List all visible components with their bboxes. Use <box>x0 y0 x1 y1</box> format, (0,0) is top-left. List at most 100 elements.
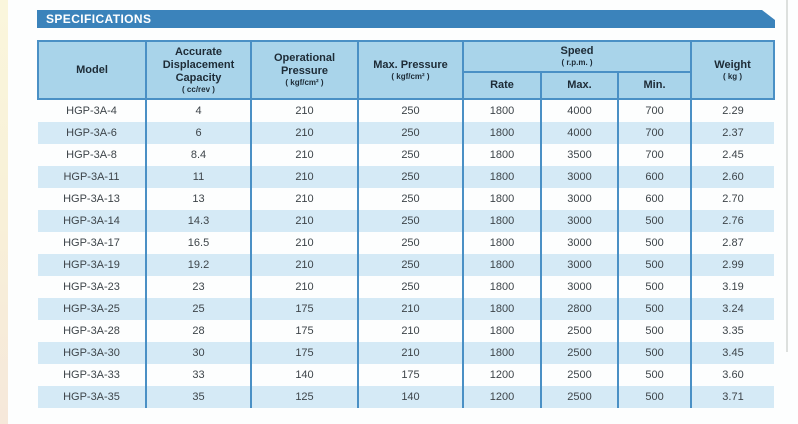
value-cell: 250 <box>357 210 463 232</box>
value-cell: 250 <box>357 144 463 166</box>
value-cell: 3.24 <box>690 298 775 320</box>
value-cell: 500 <box>616 232 692 254</box>
value-cell: 175 <box>250 342 358 364</box>
value-cell: 2500 <box>540 342 618 364</box>
header-title: Min. <box>643 79 666 92</box>
value-cell: 4000 <box>540 122 618 144</box>
value-cell: 23 <box>145 276 251 298</box>
value-cell: 210 <box>250 144 358 166</box>
model-cell: HGP-3A-11 <box>63 171 120 183</box>
value-cell: 210 <box>250 122 358 144</box>
value-cell: 600 <box>616 188 692 210</box>
value-cell: 3000 <box>540 232 618 254</box>
table-row: HGP-3A-6 6 210 250 1800 4000 700 2.37 <box>38 122 775 144</box>
value-cell: 2.70 <box>690 188 775 210</box>
value-cell: 3000 <box>540 276 618 298</box>
value-cell: 16.5 <box>145 232 251 254</box>
header-unit: ( kgf/cm² ) <box>391 71 430 81</box>
value-cell: 1800 <box>462 99 541 122</box>
header-min: Min. <box>616 71 693 100</box>
header-max-pressure: Max. Pressure ( kgf/cm² ) <box>357 40 464 100</box>
value-cell: 210 <box>250 254 358 276</box>
banner-label: SPECIFICATIONS <box>46 12 152 26</box>
value-cell: 1800 <box>462 232 541 254</box>
value-cell: 11 <box>145 166 251 188</box>
value-cell: 2.60 <box>690 166 775 188</box>
table-row: HGP-3A-33 33 140 175 1200 2500 500 3.60 <box>38 364 775 386</box>
value-cell: 3000 <box>540 210 618 232</box>
table-row: HGP-3A-28 28 175 210 1800 2500 500 3.35 <box>38 320 775 342</box>
value-cell: 6 <box>145 122 251 144</box>
value-cell: 1200 <box>462 364 541 386</box>
value-cell: 1800 <box>462 276 541 298</box>
value-cell: 1800 <box>462 188 541 210</box>
table-row: HGP-3A-11 11 210 250 1800 3000 600 2.60 <box>38 166 775 188</box>
value-cell: 2500 <box>540 320 618 342</box>
value-cell: 210 <box>250 232 358 254</box>
model-cell: HGP-3A-33 <box>63 369 120 381</box>
table-row: HGP-3A-25 25 175 210 1800 2800 500 3.24 <box>38 298 775 320</box>
table-row: HGP-3A-17 16.5 210 250 1800 3000 500 2.87 <box>38 232 775 254</box>
header-title: Operational Pressure <box>273 52 336 78</box>
header-title: Rate <box>490 79 514 92</box>
value-cell: 4 <box>145 99 251 122</box>
value-cell: 3.19 <box>690 276 775 298</box>
value-cell: 3000 <box>540 166 618 188</box>
value-cell: 210 <box>357 298 463 320</box>
model-cell: HGP-3A-30 <box>63 347 120 359</box>
value-cell: 175 <box>357 364 463 386</box>
value-cell: 210 <box>250 166 358 188</box>
value-cell: 2.87 <box>690 232 775 254</box>
value-cell: 2.29 <box>690 99 775 122</box>
table-row: HGP-3A-13 13 210 250 1800 3000 600 2.70 <box>38 188 775 210</box>
model-cell: HGP-3A-25 <box>63 303 120 315</box>
value-cell: 1800 <box>462 122 541 144</box>
value-cell: 700 <box>616 122 692 144</box>
table-row: HGP-3A-8 8.4 210 250 1800 3500 700 2.45 <box>38 144 775 166</box>
value-cell: 1800 <box>462 210 541 232</box>
header-title: Max. Pressure <box>373 58 448 71</box>
value-cell: 500 <box>616 386 692 408</box>
value-cell: 700 <box>616 99 692 122</box>
value-cell: 250 <box>357 232 463 254</box>
value-cell: 210 <box>250 99 358 122</box>
spec-table: Model Accurate Displacement Capacity ( c… <box>37 40 776 408</box>
value-cell: 3.45 <box>690 342 775 364</box>
table-row: HGP-3A-23 23 210 250 1800 3000 500 3.19 <box>38 276 775 298</box>
value-cell: 500 <box>616 298 692 320</box>
value-cell: 2500 <box>540 364 618 386</box>
spec-table-body: HGP-3A-4 4 210 250 1800 4000 700 2.29 HGP-3A-6 6 2… <box>38 99 775 408</box>
value-cell: 19.2 <box>145 254 251 276</box>
header-max: Max. <box>540 71 619 100</box>
value-cell: 600 <box>616 166 692 188</box>
value-cell: 210 <box>357 320 463 342</box>
model-cell: HGP-3A-13 <box>63 193 120 205</box>
value-cell: 1800 <box>462 144 541 166</box>
model-cell: HGP-3A-35 <box>63 391 120 403</box>
value-cell: 33 <box>145 364 251 386</box>
value-cell: 500 <box>616 364 692 386</box>
model-cell: HGP-3A-6 <box>66 127 117 139</box>
value-cell: 3.71 <box>690 386 775 408</box>
header-unit: ( kgf/cm² ) <box>285 78 324 88</box>
value-cell: 1200 <box>462 386 541 408</box>
header-unit: ( cc/rev ) <box>182 84 215 94</box>
value-cell: 3500 <box>540 144 618 166</box>
model-cell: HGP-3A-8 <box>66 149 117 161</box>
value-cell: 3.35 <box>690 320 775 342</box>
value-cell: 1800 <box>462 298 541 320</box>
header-unit: ( kg ) <box>722 71 743 81</box>
value-cell: 250 <box>357 122 463 144</box>
header-title: Speed <box>560 45 594 58</box>
value-cell: 250 <box>357 276 463 298</box>
model-cell: HGP-3A-28 <box>63 325 120 337</box>
value-cell: 2800 <box>540 298 618 320</box>
header-capacity: Accurate Displacement Capacity ( cc/rev … <box>145 40 252 100</box>
value-cell: 140 <box>250 364 358 386</box>
value-cell: 13 <box>145 188 251 210</box>
table-row: HGP-3A-35 35 125 140 1200 2500 500 3.71 <box>38 386 775 408</box>
value-cell: 4000 <box>540 99 618 122</box>
value-cell: 500 <box>616 320 692 342</box>
value-cell: 210 <box>250 210 358 232</box>
